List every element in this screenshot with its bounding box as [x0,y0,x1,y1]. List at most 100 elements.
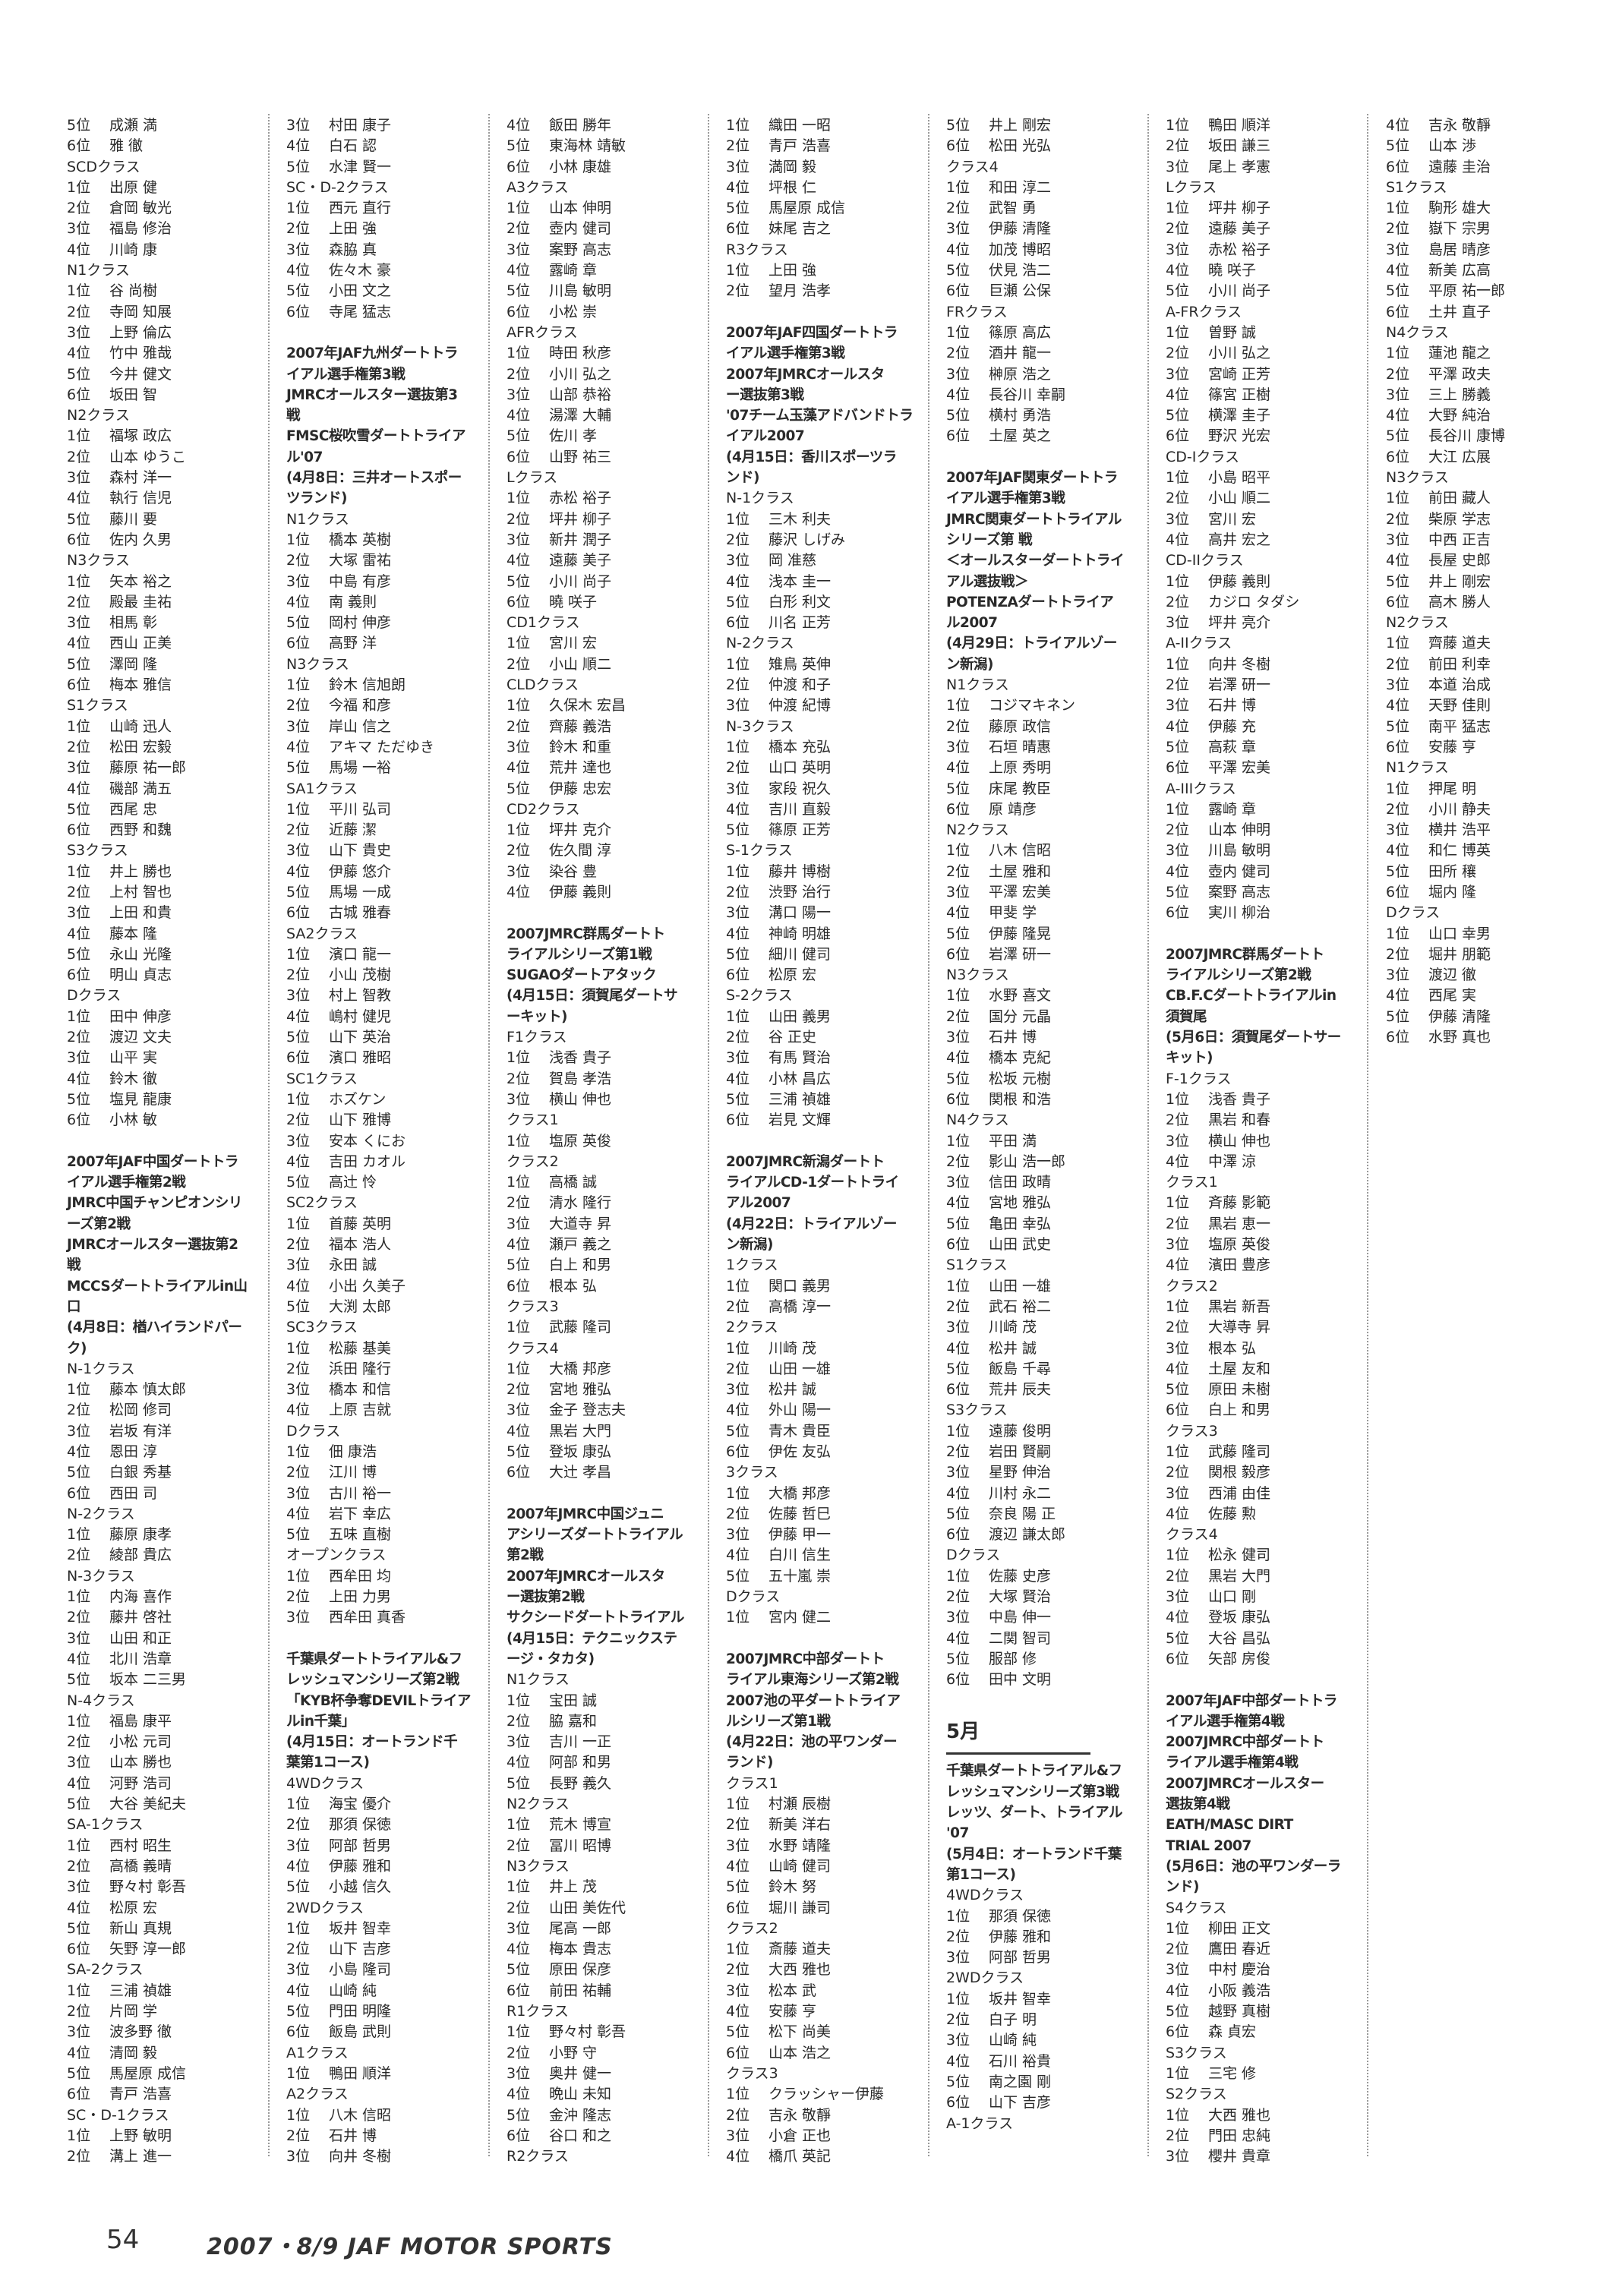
event-title-line: (4月15日：香川スポーツラ [726,449,897,465]
result-row: 4位 執行 信児 [67,488,272,509]
rank: 3位 [1166,1961,1190,1979]
driver-name: 井上 勝也 [109,863,172,880]
result-row: 3位 宮川 宏 [1166,509,1371,530]
result-row: 3位 信田 政晴 [946,1172,1151,1193]
result-row: 3位 藤原 祐一郎 [67,758,272,778]
driver-name: 今井 健文 [109,365,172,383]
rank: 2位 [1386,945,1410,963]
rank: 4位 [67,925,91,942]
rank: 2位 [726,1816,750,1834]
result-row: 6位 土井 直子 [1386,302,1591,323]
event-title-line: JMRCオールスター選抜第3 [286,386,458,403]
result-row: 4位 新美 広高 [1386,260,1591,281]
result-row: 2位 土屋 雅和 [946,862,1151,882]
class-heading: N-3クラス [67,1567,135,1585]
driver-name: 登坂 康弘 [1208,1609,1271,1626]
result-row: 1位 山崎 迅人 [67,717,272,737]
rank: 1位 [1166,1443,1190,1460]
result-row: 2位 黒岩 恵一 [1166,1214,1371,1235]
rank: 6位 [67,1112,91,1129]
rank: 4位 [1166,1505,1190,1522]
driver-name: カジロ タダシ [1208,593,1300,610]
result-row: 1位 斎藤 道夫 [726,1939,931,1960]
result-row: 2位 宮地 雅弘 [507,1380,712,1400]
result-row: 2位 寺岡 知展 [67,302,272,323]
rank: 5位 [1166,738,1190,755]
rank: 1位 [67,178,91,196]
rank: 3位 [286,718,311,735]
result-row: 2位 武石 裕二 [946,1297,1151,1317]
rank: 4位 [1166,386,1190,403]
driver-name: 門田 明隆 [329,2003,392,2020]
driver-name: 白上 和男 [1208,1402,1271,1419]
rank: 5位 [1166,883,1190,900]
driver-name: 矢野 淳一郎 [109,1941,187,1958]
driver-name: 成瀬 満 [109,117,158,134]
result-row: 3位 櫻井 貴章 [1166,2146,1371,2167]
result-row: 5位 南平 猛志 [1386,717,1591,737]
driver-name: 宮崎 正芳 [1208,365,1271,383]
rank: 5位 [286,1029,311,1046]
result-row: 5位 永山 光隆 [67,945,272,965]
result-row: 1位 曽野 誠 [1166,323,1371,343]
result-row: 1位 露崎 章 [1166,800,1371,820]
rank: 3位 [286,987,311,1004]
result-row: 3位 尾上 孝憲 [1166,157,1371,178]
spacer [67,1131,272,1152]
rank: 3位 [67,759,91,777]
event-title-line: (5月6日：須賀尾ダートサー [1166,1030,1341,1046]
driver-name: 野沢 光宏 [1208,427,1271,445]
rank: 1位 [286,1090,311,1108]
rank: 5位 [67,800,91,818]
driver-name: 松藤 基美 [329,1339,392,1357]
driver-name: 西尾 実 [1428,987,1477,1004]
rank: 2位 [507,1899,531,1916]
event-title-line: ル2007 [946,615,998,632]
rank: 6位 [67,822,91,839]
rank: 5位 [67,117,91,134]
rank: 6位 [286,635,311,652]
driver-name: 渡辺 文夫 [109,1029,172,1046]
result-row: 3位 水野 靖隆 [726,1836,931,1856]
rank: 3位 [946,1464,970,1481]
rank: 1位 [1166,1547,1190,1564]
driver-name: 山下 吉彦 [329,1941,392,1958]
driver-name: 前田 藏人 [1428,490,1491,507]
result-row: 3位 森村 洋一 [67,468,272,488]
result-row: 1位 内海 喜作 [67,1587,272,1607]
driver-name: 片岡 学 [109,2003,158,2020]
result-row: 3位 横山 伸也 [1166,1131,1371,1152]
rank: 2位 [507,1381,531,1399]
result-row: 4位 長谷川 幸嗣 [946,385,1151,405]
rank: 1位 [1166,1090,1190,1108]
driver-name: 五味 直樹 [329,1526,392,1544]
result-row: 2位 山本 ゆうこ [67,447,272,468]
rank: 6位 [946,1090,970,1108]
result-row: 2位 渋野 治行 [726,882,931,903]
rank: 2位 [67,1402,91,1419]
rank: 4位 [1386,697,1410,714]
rank: 1位 [507,1878,531,1896]
rank: 4位 [67,1899,91,1916]
event-title-line: 2007年JMRCオールスタ [726,366,885,383]
rank: 6位 [1386,303,1410,320]
result-row: 2位 藤原 政信 [946,717,1151,737]
rank: 2位 [726,759,750,777]
class-heading: クラス2 [1166,1277,1218,1295]
result-row: 2位 上田 力男 [286,1587,491,1607]
rank: 5位 [507,1257,531,1274]
rank: 3位 [946,2032,970,2049]
result-row: 2位 酒井 龍一 [946,343,1151,364]
result-row: 4位 西山 正美 [67,633,272,654]
rank: 3位 [946,365,970,383]
result-row: 5位 井上 剛宏 [946,115,1151,136]
rank: 2位 [1166,137,1190,155]
driver-name: 山田 武史 [989,1236,1052,1254]
driver-name: 内海 喜作 [109,1588,172,1606]
result-row: 6位 小松 崇 [507,302,712,323]
rank: 1位 [726,1796,750,1813]
driver-name: 清岡 毅 [109,2044,158,2061]
rank: 1位 [726,738,750,755]
rank: 6位 [507,2127,531,2144]
class-heading: N1クラス [1386,759,1449,777]
